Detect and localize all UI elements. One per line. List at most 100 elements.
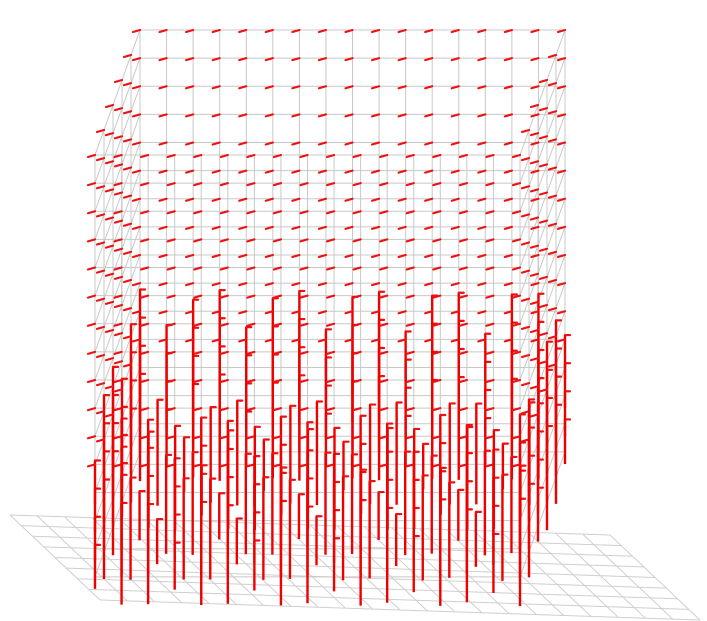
- arrow: [405, 153, 415, 159]
- arrow: [140, 463, 150, 468]
- arrow: [405, 378, 415, 384]
- arrow: [397, 57, 407, 62]
- arrow: [291, 310, 301, 315]
- arrow: [238, 225, 248, 230]
- arrow: [511, 407, 522, 412]
- grid-line: [519, 57, 566, 184]
- arrow: [432, 266, 442, 271]
- arrow: [104, 160, 115, 165]
- arrow: [193, 322, 203, 327]
- arrow: [432, 322, 442, 327]
- arrow: [122, 250, 133, 255]
- arrow: [291, 113, 301, 118]
- arrow: [113, 238, 123, 243]
- arrow: [122, 166, 133, 171]
- arrow: [556, 85, 567, 90]
- arrow: [458, 266, 468, 271]
- arrow: [246, 153, 256, 159]
- arrow: [450, 141, 460, 146]
- arrow: [547, 110, 558, 115]
- arrow: [238, 197, 248, 202]
- grid-line: [519, 451, 566, 578]
- grid-line: [94, 170, 141, 296]
- arrow: [547, 53, 558, 59]
- arrow: [370, 338, 381, 343]
- arrow: [166, 210, 176, 215]
- arrow: [556, 338, 567, 343]
- arrow: [529, 385, 540, 390]
- arrow: [291, 85, 301, 90]
- arrow: [530, 225, 540, 230]
- arrow: [379, 435, 389, 440]
- arrow: [520, 128, 531, 134]
- arrow: [264, 85, 274, 90]
- arrow: [299, 153, 309, 159]
- arrow: [272, 435, 283, 440]
- arrow: [397, 310, 407, 315]
- arrow: [193, 238, 203, 243]
- arrow: [344, 141, 354, 146]
- arrow: [211, 113, 221, 118]
- arrow: [131, 225, 142, 230]
- arrow: [95, 241, 106, 246]
- arrow: [547, 363, 558, 368]
- arrow: [140, 238, 150, 243]
- arrow: [158, 225, 168, 230]
- arrow: [113, 182, 123, 187]
- arrow: [556, 253, 567, 259]
- arrow: [556, 225, 567, 230]
- arrow: [503, 85, 513, 90]
- arrow: [432, 182, 442, 187]
- floor-line: [9, 514, 611, 536]
- arrow: [450, 28, 460, 34]
- arrow: [424, 28, 434, 34]
- arrow: [185, 169, 195, 174]
- arrow: [397, 113, 407, 118]
- arrow: [529, 244, 540, 249]
- arrow: [405, 182, 415, 187]
- arrow: [113, 388, 124, 393]
- arrow: [211, 310, 221, 315]
- arrow: [291, 169, 301, 174]
- arrow: [344, 85, 354, 90]
- arrow: [104, 244, 115, 249]
- arrow: [432, 294, 442, 299]
- arrow: [299, 463, 309, 468]
- arrow: [219, 350, 229, 355]
- arrow: [538, 219, 549, 224]
- arrow: [458, 435, 468, 440]
- arrow: [538, 275, 549, 280]
- arrow: [219, 378, 229, 384]
- arrow: [352, 435, 362, 440]
- arrow: [166, 463, 176, 468]
- arrow: [166, 153, 176, 159]
- arrow: [370, 197, 381, 202]
- arrow: [485, 378, 495, 384]
- arrow: [219, 322, 229, 327]
- arrow: [325, 435, 336, 440]
- arrow: [131, 28, 142, 34]
- arrow: [122, 138, 133, 143]
- grid-line: [94, 254, 141, 381]
- arrow: [246, 210, 256, 215]
- arrow: [325, 182, 336, 187]
- arrow: [556, 310, 567, 315]
- arrow: [140, 407, 150, 412]
- arrow: [299, 378, 309, 384]
- arrow: [113, 266, 123, 271]
- arrow: [113, 463, 123, 468]
- arrow: [529, 328, 540, 334]
- arrow: [397, 338, 407, 343]
- arrow: [185, 338, 195, 343]
- arrow: [450, 282, 460, 287]
- arrow: [511, 350, 522, 355]
- arrow: [166, 238, 176, 243]
- arrow: [122, 363, 133, 368]
- arrow: [291, 225, 301, 230]
- arrow: [511, 463, 522, 468]
- arrow: [450, 310, 460, 315]
- arrow: [86, 322, 97, 327]
- arrow: [405, 463, 415, 468]
- arrow: [370, 282, 381, 287]
